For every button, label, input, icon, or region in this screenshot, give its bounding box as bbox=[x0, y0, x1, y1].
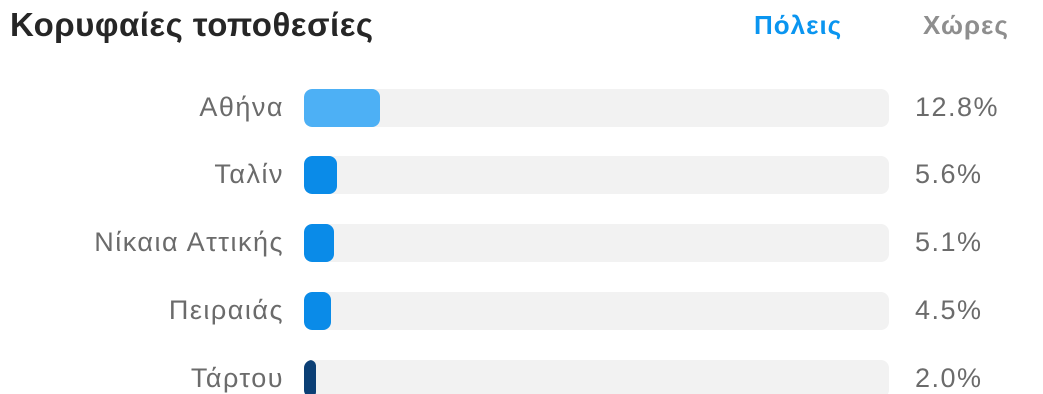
card-title: Κορυφαίες τοποθεσίες bbox=[10, 6, 374, 43]
location-percentage: 2.0% bbox=[915, 363, 983, 393]
tab-cities[interactable]: Πόλεις bbox=[754, 10, 843, 40]
location-bar-fill bbox=[304, 156, 337, 194]
location-bar-fill bbox=[304, 224, 334, 262]
location-row: Αθήνα 12.8% bbox=[0, 89, 1043, 129]
location-percentage: 4.5% bbox=[915, 295, 983, 325]
location-bar-track bbox=[304, 292, 889, 330]
tab-countries[interactable]: Χώρες bbox=[923, 10, 1009, 40]
location-percentage: 5.6% bbox=[915, 159, 983, 189]
location-bar-track bbox=[304, 156, 889, 194]
card-header: Κορυφαίες τοποθεσίες Πόλεις Χώρες bbox=[0, 0, 1043, 56]
location-name: Ταλίν bbox=[214, 159, 284, 189]
location-row: Τάρτου 2.0% bbox=[0, 360, 1043, 394]
location-row: Πειραιάς 4.5% bbox=[0, 292, 1043, 332]
location-bar-track bbox=[304, 224, 889, 262]
location-bar-track bbox=[304, 89, 889, 127]
location-name: Αθήνα bbox=[199, 92, 284, 122]
location-percentage: 12.8% bbox=[915, 92, 1000, 122]
location-name: Τάρτου bbox=[190, 363, 284, 393]
location-name: Νίκαια Αττικής bbox=[94, 227, 284, 257]
location-row: Νίκαια Αττικής 5.1% bbox=[0, 224, 1043, 264]
location-bar-fill bbox=[304, 360, 316, 394]
location-row: Ταλίν 5.6% bbox=[0, 156, 1043, 196]
location-bar-track bbox=[304, 360, 889, 394]
location-bar-fill bbox=[304, 89, 380, 127]
location-name: Πειραιάς bbox=[168, 295, 284, 325]
location-percentage: 5.1% bbox=[915, 227, 983, 257]
location-bar-fill bbox=[304, 292, 331, 330]
